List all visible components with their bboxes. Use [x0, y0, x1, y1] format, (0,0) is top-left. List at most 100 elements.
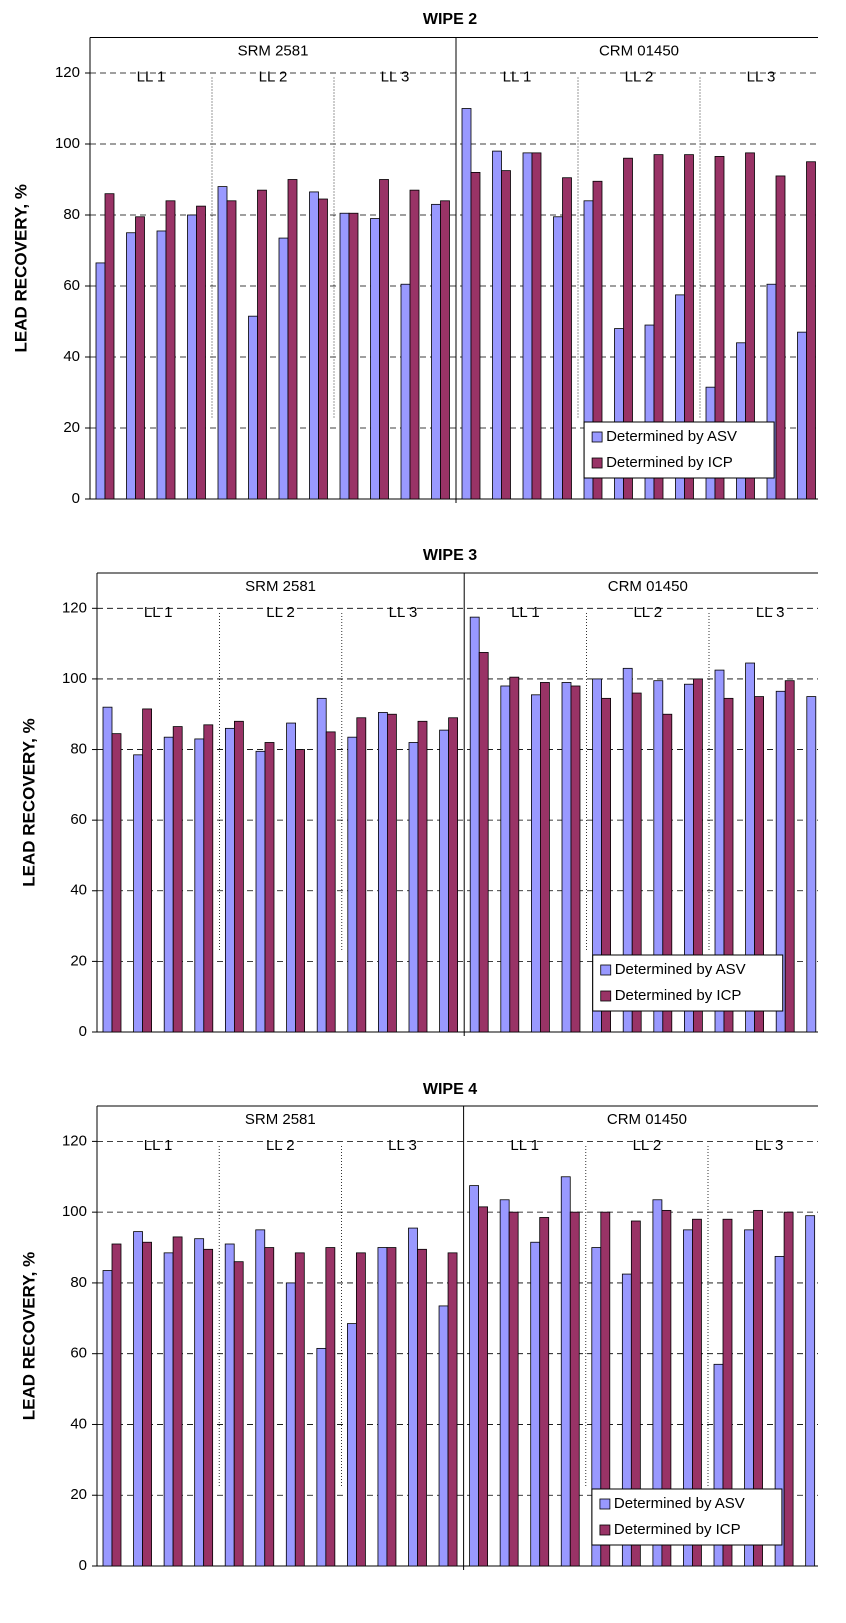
y-tick-label: 120: [62, 599, 87, 616]
bar: [133, 1231, 143, 1567]
legend-label: Determined by ASV: [606, 428, 737, 445]
bar: [194, 738, 205, 1033]
bar: [492, 150, 502, 500]
bar: [233, 1261, 244, 1567]
group-label: SRM 2581: [245, 578, 316, 595]
bar: [379, 179, 389, 500]
bar: [135, 216, 145, 500]
bar: [469, 1185, 480, 1567]
bar: [806, 161, 816, 500]
bar: [461, 108, 472, 500]
y-tick-label: 80: [70, 741, 87, 758]
y-tick-label: 40: [70, 882, 87, 899]
subgroup-label: LL 3: [381, 68, 410, 85]
group-label: CRM 01450: [608, 578, 688, 595]
y-axis-label: LEAD RECOVERY, %: [11, 184, 30, 352]
bar: [553, 216, 563, 500]
bar: [478, 1206, 489, 1567]
y-tick-label: 100: [62, 670, 87, 687]
bar: [318, 198, 328, 500]
bar: [623, 157, 633, 500]
bar: [172, 1236, 183, 1567]
legend-label: Determined by ASV: [615, 961, 746, 978]
subgroup-label: LL 3: [389, 604, 418, 621]
bar: [278, 237, 289, 500]
subgroup-label: LL 1: [503, 68, 532, 85]
bar: [561, 682, 572, 1033]
subgroup-label: LL 3: [755, 1137, 784, 1154]
y-tick-label: 100: [55, 135, 80, 152]
bar: [530, 1241, 541, 1567]
y-tick-label: 100: [62, 1203, 87, 1220]
chart-title: WIPE 4: [423, 1081, 477, 1098]
bar: [370, 218, 380, 500]
bar: [531, 152, 542, 500]
subgroup-label: LL 2: [266, 604, 295, 621]
bar: [287, 179, 298, 500]
bar: [187, 214, 197, 500]
bar: [439, 729, 450, 1033]
subgroup-label: LL 1: [511, 604, 540, 621]
bar: [233, 720, 244, 1033]
bar: [325, 1247, 336, 1567]
bar: [295, 749, 306, 1033]
bar: [386, 1247, 397, 1567]
bar: [805, 1215, 816, 1567]
bar: [316, 697, 327, 1033]
bar: [248, 315, 258, 500]
bar: [264, 1247, 275, 1567]
bar: [560, 1176, 571, 1567]
bar: [714, 156, 725, 500]
bar: [631, 692, 642, 1033]
bar: [592, 180, 603, 500]
legend-swatch: [599, 1524, 611, 1536]
bar: [339, 212, 350, 500]
bar: [386, 713, 397, 1033]
bar: [400, 283, 411, 500]
subgroup-label: LL 3: [388, 1137, 417, 1154]
bar: [347, 736, 358, 1033]
bar: [203, 724, 214, 1033]
bar: [509, 676, 520, 1033]
bar: [693, 678, 703, 1033]
y-tick-label: 60: [70, 1345, 87, 1362]
bar: [95, 262, 106, 500]
legend-swatch: [591, 431, 603, 443]
y-tick-label: 120: [62, 1132, 87, 1149]
group-label: SRM 2581: [245, 1111, 316, 1128]
bar: [285, 1282, 296, 1567]
bar: [570, 685, 581, 1033]
bar: [692, 1218, 702, 1567]
y-tick-label: 80: [63, 206, 80, 223]
bar: [661, 1209, 672, 1567]
bar: [784, 680, 795, 1033]
y-tick-label: 120: [55, 64, 80, 81]
y-tick-label: 20: [63, 419, 80, 436]
bar: [501, 170, 511, 500]
subgroup-label: LL 2: [259, 68, 288, 85]
bar: [417, 1248, 427, 1567]
subgroup-label: LL 2: [625, 68, 654, 85]
y-tick-label: 40: [63, 348, 80, 365]
bar: [630, 1220, 641, 1567]
bar: [500, 685, 511, 1033]
bar: [102, 706, 113, 1033]
legend-label: Determined by ASV: [614, 1495, 745, 1512]
bar: [478, 652, 489, 1033]
bar: [539, 1217, 550, 1567]
bar: [745, 152, 755, 500]
bar: [163, 1252, 174, 1567]
y-tick-label: 0: [79, 1023, 87, 1040]
subgroup-label: LL 2: [633, 604, 662, 621]
legend-box: [583, 421, 775, 479]
bar: [753, 1209, 763, 1567]
subgroup-label: LL 1: [137, 68, 166, 85]
subgroup-label: LL 3: [756, 604, 785, 621]
legend-box: [591, 1488, 783, 1546]
legend-swatch: [600, 990, 612, 1002]
bar: [408, 742, 419, 1033]
bar: [797, 331, 807, 500]
bar: [172, 726, 183, 1033]
group-label: SRM 2581: [238, 42, 309, 59]
